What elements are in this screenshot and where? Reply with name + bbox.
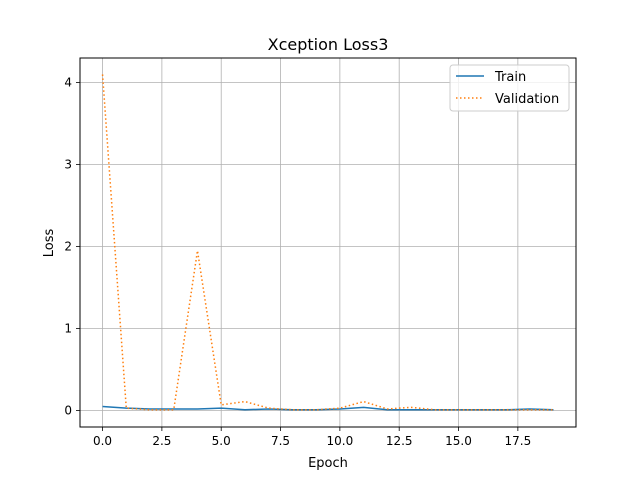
x-tick-label: 7.5 bbox=[271, 434, 290, 448]
x-tick-label: 10.0 bbox=[327, 434, 354, 448]
series-lines bbox=[101, 74, 554, 411]
series-line-validation bbox=[101, 74, 554, 411]
x-tick-label: 15.0 bbox=[445, 434, 472, 448]
x-tick-label: 2.5 bbox=[152, 434, 171, 448]
series-line-train bbox=[102, 405, 554, 411]
y-axis-ticks: 0 1 2 3 4 bbox=[64, 76, 80, 418]
chart-title: Xception Loss3 bbox=[268, 35, 389, 54]
x-tick-label: 5.0 bbox=[212, 434, 231, 448]
legend-label-train: Train bbox=[494, 70, 526, 85]
y-tick-label: 2 bbox=[64, 240, 72, 254]
y-tick-label: 0 bbox=[64, 404, 72, 418]
y-tick-label: 1 bbox=[64, 322, 72, 336]
x-tick-label: 0.0 bbox=[93, 434, 112, 448]
grid-lines bbox=[80, 58, 576, 427]
legend: Train Validation bbox=[449, 64, 570, 112]
y-tick-label: 3 bbox=[64, 158, 72, 172]
x-axis-ticks: 0.0 2.5 5.0 7.5 10.0 12.5 15.0 17.5 bbox=[93, 427, 531, 448]
y-tick-label: 4 bbox=[64, 76, 72, 90]
plot-frame bbox=[79, 57, 577, 428]
x-tick-label: 17.5 bbox=[504, 434, 531, 448]
x-tick-label: 12.5 bbox=[386, 434, 413, 448]
x-axis-label: Epoch bbox=[308, 456, 348, 471]
legend-label-validation: Validation bbox=[495, 92, 559, 107]
y-axis-label: Loss bbox=[42, 229, 57, 258]
